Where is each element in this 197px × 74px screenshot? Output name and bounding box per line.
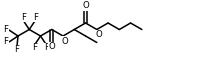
Text: F: F xyxy=(44,44,49,52)
Text: O: O xyxy=(48,42,55,51)
Text: O: O xyxy=(62,36,68,46)
Text: F: F xyxy=(4,26,8,34)
Text: F: F xyxy=(33,13,38,22)
Text: F: F xyxy=(15,46,20,54)
Text: F: F xyxy=(4,38,8,46)
Text: O: O xyxy=(82,1,89,11)
Text: O: O xyxy=(95,30,102,39)
Text: F: F xyxy=(21,13,26,22)
Text: F: F xyxy=(32,44,37,52)
